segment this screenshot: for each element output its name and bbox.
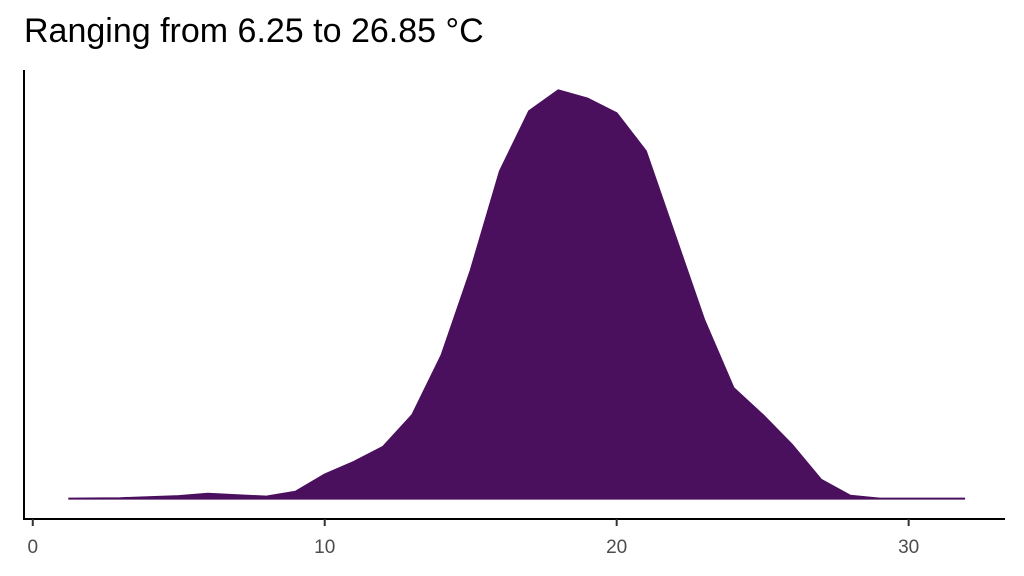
x-tick-label: 10	[314, 537, 335, 558]
chart-title: Ranging from 6.25 to 26.85 °C	[24, 12, 484, 50]
density-area	[68, 89, 966, 500]
x-tick-label: 20	[606, 537, 627, 558]
x-tick-label: 30	[898, 537, 919, 558]
x-tick-label: 0	[27, 537, 38, 558]
